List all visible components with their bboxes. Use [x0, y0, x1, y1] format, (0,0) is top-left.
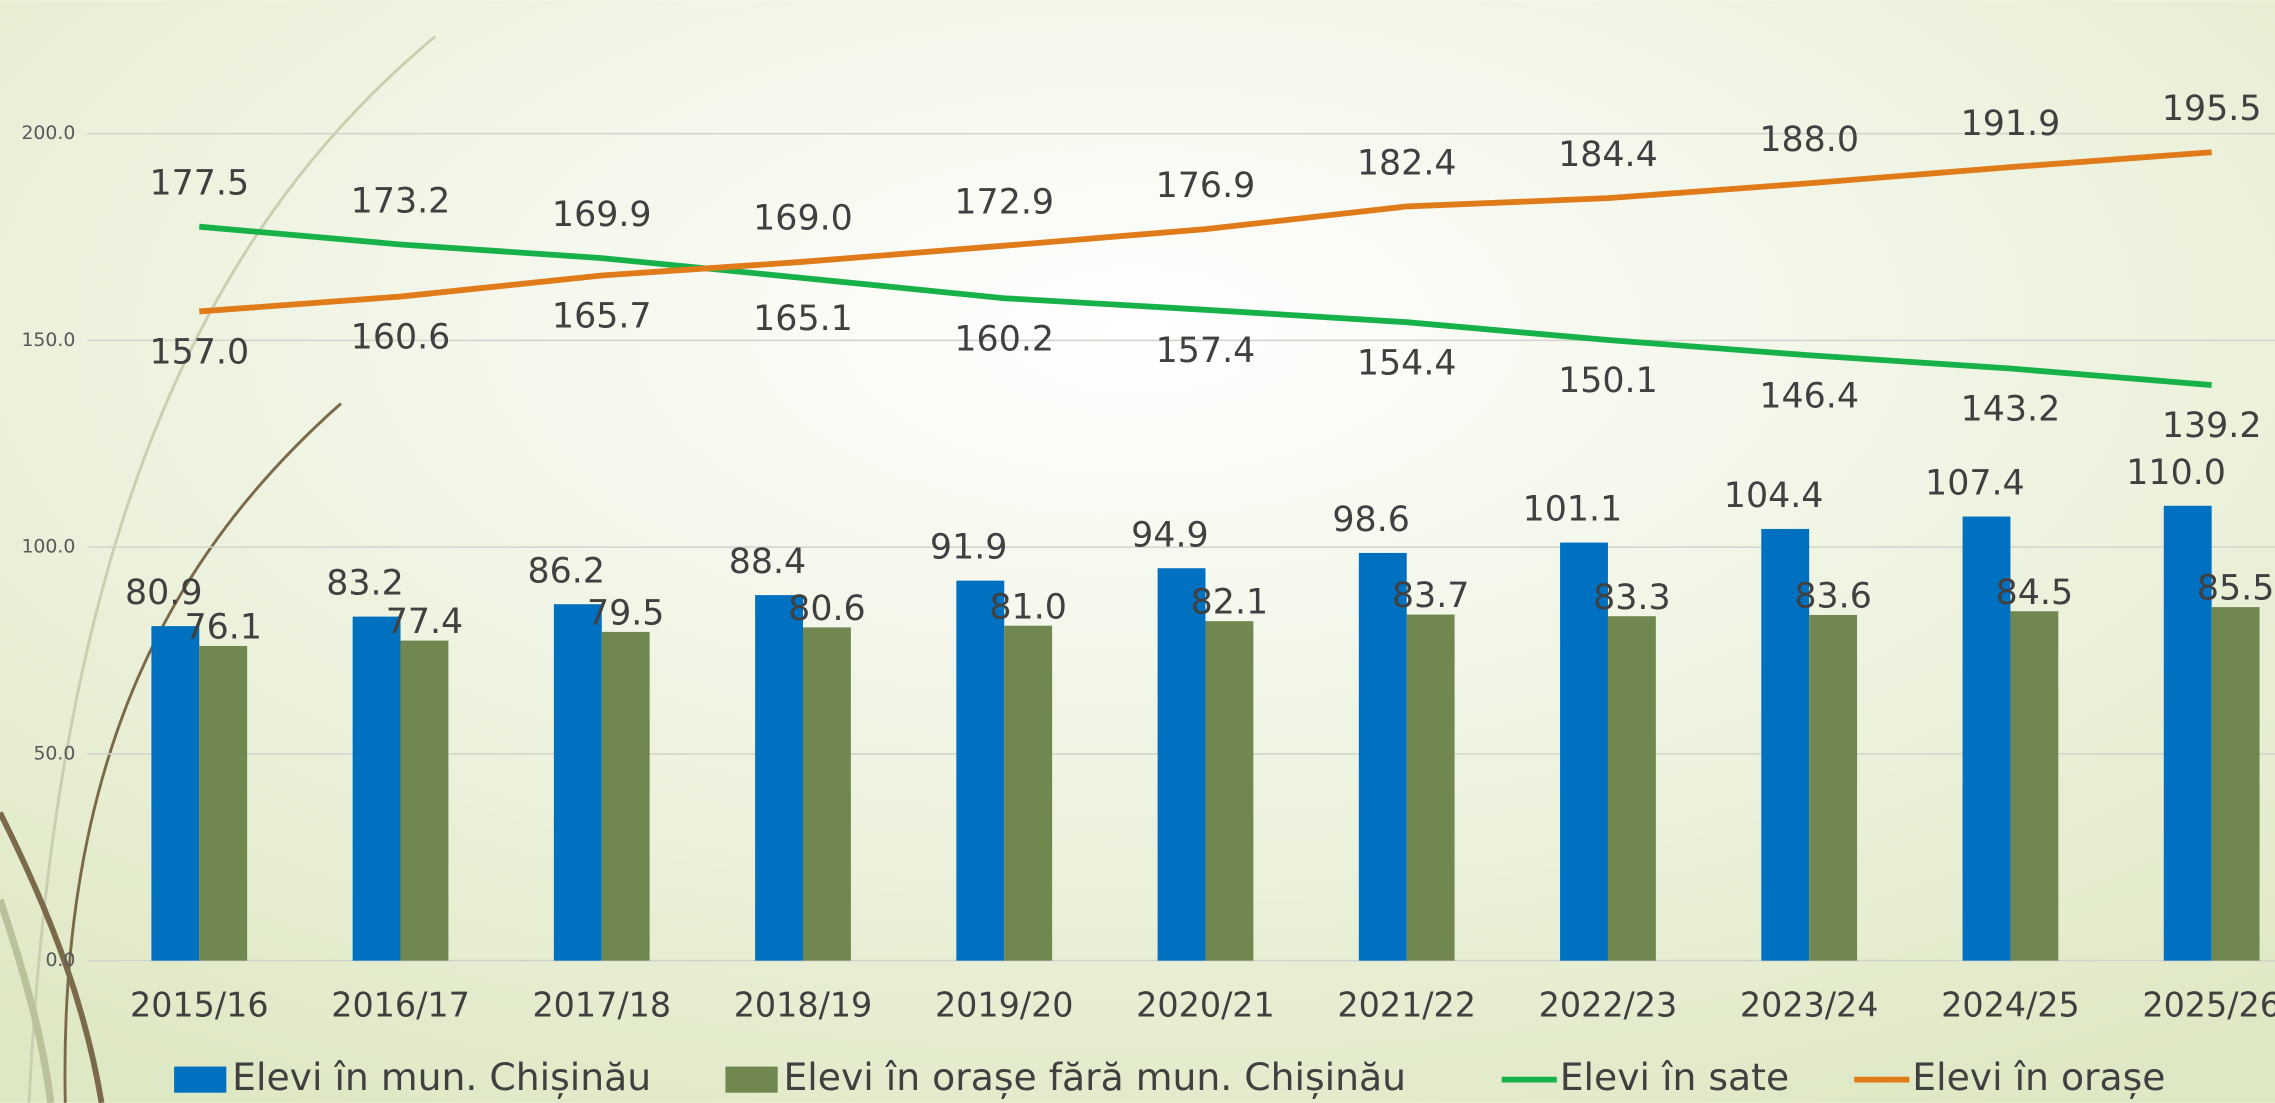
- data-label: 79.5: [587, 594, 665, 634]
- data-label: 77.4: [386, 602, 464, 642]
- legend-swatch: [174, 1067, 226, 1093]
- data-label: 83.6: [1794, 577, 1872, 617]
- data-label: 188.0: [1759, 120, 1859, 160]
- x-tick-label: 2022/23: [1539, 986, 1678, 1025]
- data-label: 160.6: [351, 318, 451, 358]
- data-label: 169.9: [552, 195, 652, 235]
- data-label: 165.1: [753, 299, 853, 339]
- data-label: 80.6: [788, 589, 866, 629]
- data-label: 184.4: [1558, 135, 1658, 175]
- data-label: 191.9: [1961, 104, 2061, 144]
- data-label: 83.3: [1593, 578, 1671, 618]
- bar: [803, 627, 851, 960]
- chart: 0.0 50.0 100.0 150.0 200.0 2015/16 2016/17 2017…: [0, 0, 2275, 1103]
- x-tick-label: 2015/16: [130, 986, 269, 1025]
- bar: [353, 617, 401, 961]
- x-tick-label: 2016/17: [331, 986, 470, 1025]
- x-tick-label: 2017/18: [532, 986, 671, 1025]
- bar: [1809, 615, 1857, 961]
- data-label: 169.0: [753, 199, 853, 239]
- data-label: 85.5: [2197, 569, 2275, 609]
- data-label: 107.4: [1925, 464, 2025, 504]
- bar: [401, 641, 449, 961]
- bar: [1004, 626, 1052, 961]
- bar: [1205, 621, 1253, 960]
- legend-swatch: [725, 1067, 777, 1093]
- data-label: 83.2: [326, 564, 404, 604]
- bar: [1158, 568, 1206, 960]
- data-label: 76.1: [184, 608, 262, 648]
- x-tick-label: 2025/26: [2142, 986, 2275, 1025]
- data-label: 173.2: [351, 181, 451, 221]
- bar: [151, 626, 199, 961]
- legend-label: Elevi în orașe: [1912, 1055, 2165, 1099]
- bar: [1608, 616, 1656, 960]
- data-label: 91.9: [930, 528, 1008, 568]
- y-tick-label: 50.0: [33, 742, 75, 764]
- data-label: 98.6: [1332, 500, 1410, 540]
- data-label: 177.5: [149, 164, 249, 204]
- data-label: 86.2: [527, 551, 605, 591]
- x-tick-label: 2021/22: [1337, 986, 1476, 1025]
- data-label: 88.4: [729, 542, 807, 582]
- x-tick-label: 2020/21: [1136, 986, 1275, 1025]
- legend-label: Elevi în orașe fără mun. Chișinău: [783, 1055, 1406, 1099]
- bar: [1407, 615, 1455, 961]
- x-tick-label: 2018/19: [734, 986, 873, 1025]
- page: {"chart_data": {"type": "bar-line", "cat…: [0, 0, 2275, 1103]
- data-label: 143.2: [1961, 390, 2061, 430]
- bar: [2010, 611, 2058, 960]
- data-label: 101.1: [1523, 490, 1623, 530]
- x-tick-label: 2024/25: [1941, 986, 2080, 1025]
- data-label: 110.0: [2126, 453, 2226, 493]
- data-label: 82.1: [1191, 583, 1269, 623]
- data-label: 154.4: [1357, 343, 1457, 383]
- data-label: 83.7: [1392, 576, 1470, 616]
- y-tick-label: 150.0: [21, 329, 75, 351]
- data-label: 165.7: [552, 297, 652, 337]
- data-label: 160.2: [954, 319, 1054, 359]
- x-tick-label: 2019/20: [935, 986, 1074, 1025]
- data-label: 157.4: [1156, 331, 1256, 371]
- bar: [199, 646, 247, 961]
- bar: [2212, 607, 2260, 961]
- data-label: 81.0: [989, 587, 1067, 627]
- data-label: 195.5: [2162, 89, 2262, 129]
- bar: [602, 632, 650, 961]
- data-label: 84.5: [1996, 573, 2074, 613]
- data-label: 150.1: [1558, 361, 1658, 401]
- data-label: 146.4: [1759, 376, 1859, 416]
- legend-label: Elevi în sate: [1560, 1055, 1789, 1099]
- y-tick-label: 100.0: [21, 536, 75, 558]
- bar: [755, 595, 803, 961]
- data-label: 139.2: [2162, 406, 2262, 446]
- data-label: 104.4: [1724, 476, 1824, 516]
- data-label: 94.9: [1131, 515, 1209, 555]
- y-tick-label: 200.0: [21, 122, 75, 144]
- data-label: 176.9: [1156, 166, 1256, 206]
- data-label: 172.9: [954, 183, 1054, 223]
- data-label: 157.0: [149, 333, 249, 373]
- bar: [554, 604, 602, 960]
- bar: [956, 581, 1004, 961]
- legend-label: Elevi în mun. Chișinău: [232, 1055, 651, 1099]
- data-label: 182.4: [1357, 143, 1457, 183]
- x-tick-label: 2023/24: [1740, 986, 1879, 1025]
- y-tick-label: 0.0: [45, 949, 75, 971]
